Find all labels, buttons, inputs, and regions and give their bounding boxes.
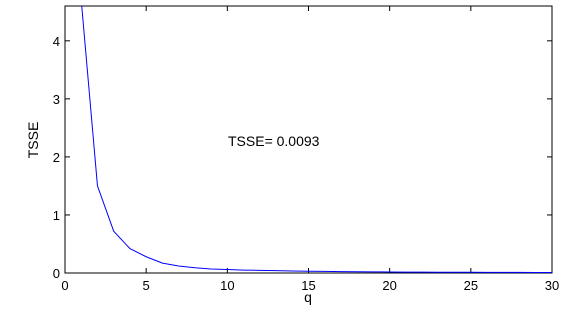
x-tick-label: 15: [301, 278, 315, 293]
x-tick-label: 25: [464, 278, 478, 293]
x-tick-label: 10: [220, 278, 234, 293]
x-tick-label: 20: [382, 278, 396, 293]
plot-area: [64, 5, 553, 274]
x-tick-label: 30: [545, 278, 559, 293]
series-line: [81, 6, 552, 273]
tick-labels: 0 5 10 15 20 25 30 0 1 2 3 4: [53, 34, 559, 293]
x-tick-label: 5: [143, 278, 150, 293]
y-tick-label: 1: [53, 208, 60, 223]
y-tick-label: 2: [53, 150, 60, 165]
x-tick-label: 0: [61, 278, 68, 293]
y-axis-label: TSSE: [25, 122, 41, 159]
y-tick-label: 4: [53, 34, 60, 49]
y-tick-label: 0: [53, 266, 60, 281]
x-axis-label: q: [304, 289, 312, 305]
tsse-annotation: TSSE= 0.0093: [228, 133, 320, 149]
y-tick-label: 3: [53, 92, 60, 107]
